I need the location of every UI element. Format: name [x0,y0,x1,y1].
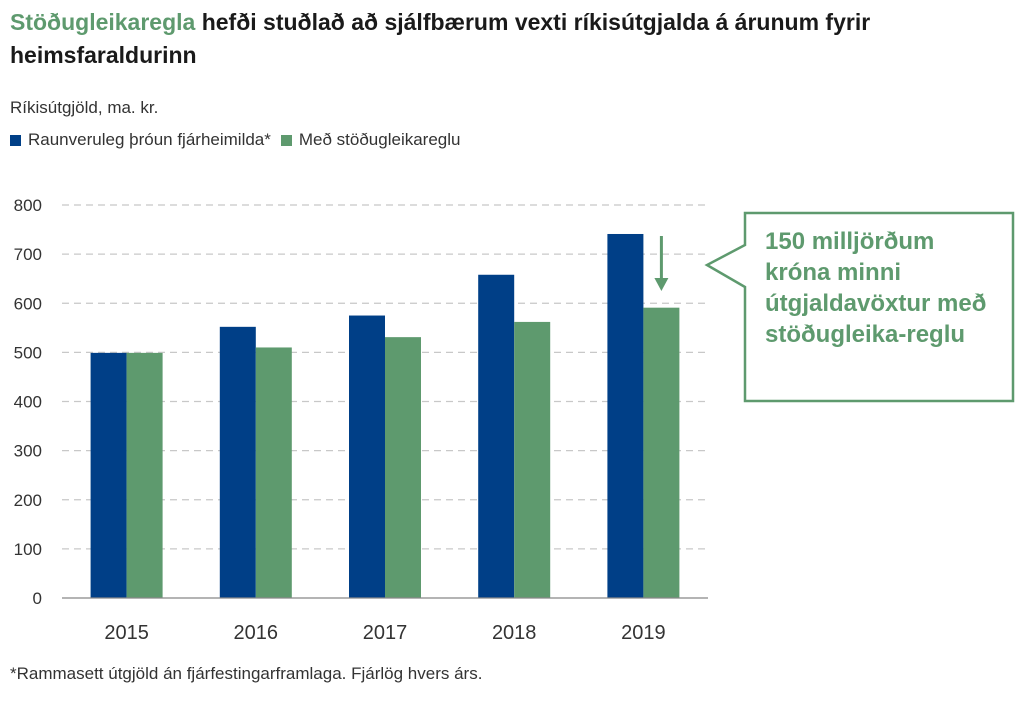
bar-series-2 [643,307,680,598]
callout-box [704,211,1015,403]
y-tick-label: 600 [14,294,42,313]
x-tick-label: 2015 [104,622,149,644]
bar-series-2 [514,321,551,598]
y-tick-label: 800 [14,196,42,215]
y-tick-label: 700 [14,245,42,264]
x-tick-label: 2016 [234,622,279,644]
footnote: *Rammasett útgjöld án fjárfestingarframl… [10,664,483,683]
legend-item-series-1: Raunveruleg þróun fjárheimilda* [10,130,271,150]
legend-item-series-2: Með stöðugleikareglu [280,130,461,150]
bar-series-1 [349,315,385,598]
legend: Raunveruleg þróun fjárheimilda* Með stöð… [10,130,470,150]
y-tick-label: 100 [14,540,42,559]
legend-swatch-series-2 [280,134,292,146]
y-tick-label: 400 [14,393,42,412]
callout-text: 150 milljörðum króna minni útgjaldavöxtu… [765,228,987,348]
x-tick-label: 2017 [363,622,408,644]
annotation-arrow-head [654,278,669,291]
bar-series-1 [219,326,256,598]
chart-title: Stöðugleikaregla hefði stuðlað að sjálfb… [10,6,1010,72]
x-tick-label: 2018 [492,622,537,644]
y-tick-label: 500 [14,343,42,362]
legend-swatch-series-1 [10,134,21,146]
bar-series-2 [255,347,292,598]
bar-series-2 [385,337,421,598]
y-tick-label: 200 [14,491,42,510]
y-axis-label: Ríkisútgjöld, ma. kr. [10,98,159,117]
x-tick-label: 2019 [621,622,666,644]
title-rest: hefði stuðlað að sjálfbærum vexti ríkisú… [10,9,871,68]
bar-series-1 [607,233,644,598]
y-tick-label: 0 [33,589,42,608]
bar-series-1 [90,352,127,598]
legend-label-series-1: Raunveruleg þróun fjárheimilda* [28,130,271,149]
legend-label-series-2: Með stöðugleikareglu [298,130,461,149]
y-tick-label: 300 [14,442,42,461]
bar-series-2 [126,352,163,598]
title-highlight: Stöðugleikaregla [10,9,196,35]
bar-series-1 [478,274,515,598]
